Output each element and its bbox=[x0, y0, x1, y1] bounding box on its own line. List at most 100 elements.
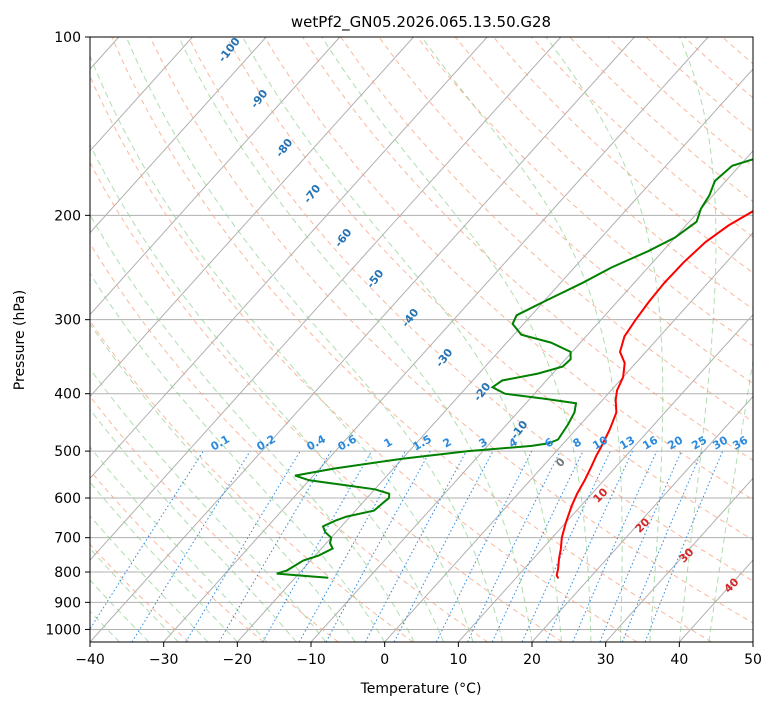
isotherm-line bbox=[605, 477, 753, 642]
isotherm-line bbox=[90, 37, 267, 234]
isotherm-label: -70 bbox=[301, 182, 324, 206]
mixing-ratio-label: 1.5 bbox=[411, 432, 434, 453]
x-tick-label: 10 bbox=[449, 652, 467, 668]
isotherm-label: -100 bbox=[216, 35, 243, 65]
mixing-ratio-label: 0.1 bbox=[209, 432, 232, 453]
dry-adiabat bbox=[378, 37, 753, 385]
x-tick-label: −10 bbox=[296, 652, 326, 668]
isotherm-line bbox=[90, 37, 414, 398]
isotherm-line bbox=[90, 37, 562, 561]
y-tick-label: 300 bbox=[54, 313, 81, 329]
y-tick-label: 500 bbox=[54, 444, 81, 460]
isotherm-line bbox=[163, 37, 709, 642]
mixing-ratio-line bbox=[467, 450, 561, 642]
lcl-label: 20 bbox=[633, 515, 653, 535]
grid-layer bbox=[90, 37, 753, 642]
mixing-ratio-label: 0.6 bbox=[336, 432, 360, 453]
dry-adiabat bbox=[90, 395, 339, 642]
moist-adiabat bbox=[90, 579, 150, 642]
plot-frame bbox=[89, 36, 754, 643]
mixing-ratio-line bbox=[90, 450, 204, 630]
moist-adiabat bbox=[125, 37, 503, 642]
dry-adiabat bbox=[111, 37, 712, 642]
mixing-ratio-label: 3 bbox=[477, 435, 490, 450]
moist-adiabat bbox=[90, 213, 415, 642]
dry-adiabat bbox=[225, 37, 753, 541]
isotherm-label: -50 bbox=[364, 267, 387, 291]
moist-adiabat bbox=[708, 358, 753, 642]
y-tick-label: 600 bbox=[54, 491, 81, 507]
mixing-ratio-line bbox=[644, 450, 724, 642]
contour-labels: -100-90-80-70-60-50-40-30-20-100.1 0.2 0.4… bbox=[209, 35, 751, 596]
moist-adiabat bbox=[90, 54, 474, 642]
dry-adiabat bbox=[683, 37, 753, 99]
mixing-ratio-label: 25 bbox=[689, 434, 709, 453]
moist-adiabat bbox=[90, 272, 386, 642]
isotherm-line bbox=[90, 37, 193, 152]
moist-adiabat bbox=[90, 481, 238, 642]
mixing-ratio-line bbox=[262, 450, 373, 642]
dry-adiabat bbox=[416, 37, 753, 347]
x-tick-label: 20 bbox=[523, 652, 541, 668]
dry-adiabat bbox=[761, 37, 775, 642]
dry-adiabat bbox=[90, 320, 414, 642]
isotherm-label: -30 bbox=[433, 346, 456, 370]
lcl-label: 0 bbox=[553, 455, 568, 470]
y-tick-label: 700 bbox=[54, 531, 81, 547]
moist-adiabat bbox=[90, 323, 356, 642]
isotherm-label: -60 bbox=[332, 226, 355, 250]
mixing-ratio-line bbox=[545, 450, 633, 642]
dry-adiabat bbox=[302, 37, 753, 461]
y-axis: 100 200 300 400 500 600 700 800 900 1000 bbox=[45, 30, 90, 638]
mixing-ratio-line bbox=[572, 450, 658, 642]
mixing-ratio-label: 13 bbox=[617, 434, 637, 453]
x-axis-label: Temperature (°C) bbox=[360, 681, 482, 697]
moist-adiabat bbox=[90, 446, 268, 642]
mixing-ratio-label: 2 bbox=[441, 435, 454, 450]
y-tick-label: 400 bbox=[54, 387, 81, 403]
isotherm-line bbox=[236, 68, 753, 642]
mixing-ratio-label: 20 bbox=[665, 433, 685, 452]
dry-adiabat bbox=[149, 37, 753, 624]
isotherm-line bbox=[90, 37, 488, 480]
mixing-ratio-label: 1 bbox=[382, 435, 395, 450]
chart-title: wetPf2_GN05.2026.065.13.50.G28 bbox=[291, 13, 551, 32]
x-axis: −40 −30 −20 −10 0 10 20 30 40 50 bbox=[75, 642, 762, 668]
dry-adiabat bbox=[90, 543, 190, 642]
isotherm-label: -40 bbox=[399, 306, 422, 330]
x-tick-label: 30 bbox=[597, 652, 615, 668]
x-tick-label: 0 bbox=[380, 652, 389, 668]
moist-adiabat bbox=[421, 37, 623, 642]
moist-adiabat bbox=[242, 37, 562, 642]
x-tick-label: 50 bbox=[744, 652, 762, 668]
isotherm-label: -20 bbox=[471, 380, 494, 404]
y-tick-label: 900 bbox=[54, 595, 81, 611]
dry-adiabat bbox=[645, 37, 753, 133]
mixing-ratio-line bbox=[364, 450, 467, 642]
x-tick-label: −30 bbox=[149, 652, 179, 668]
mixing-ratio-line bbox=[185, 450, 301, 642]
isotherm-line bbox=[90, 37, 635, 642]
dry-adiabat bbox=[90, 75, 638, 642]
dry-adiabat bbox=[454, 37, 753, 310]
mixing-ratio-line bbox=[131, 450, 251, 642]
mixing-ratio-label: 30 bbox=[710, 433, 730, 452]
mixing-ratio-label: 0.4 bbox=[305, 432, 329, 453]
mixing-ratio-line bbox=[599, 450, 682, 642]
lcl-label: 10 bbox=[591, 485, 611, 505]
moist-adiabat bbox=[90, 515, 209, 642]
dry-adiabat bbox=[90, 469, 264, 642]
isotherm-line bbox=[678, 559, 753, 642]
mixing-ratio-line bbox=[325, 450, 431, 642]
mixing-ratio-line bbox=[298, 450, 406, 642]
background-lines bbox=[90, 37, 775, 642]
isotherm-line bbox=[752, 641, 753, 642]
isotherm-line bbox=[384, 231, 753, 642]
y-tick-label: 800 bbox=[54, 565, 81, 581]
dewpoint-profile bbox=[276, 158, 753, 579]
x-tick-label: 40 bbox=[670, 652, 688, 668]
y-tick-label: 100 bbox=[54, 30, 81, 46]
x-tick-label: −40 bbox=[75, 652, 105, 668]
isotherm-line bbox=[90, 37, 341, 316]
moist-adiabat bbox=[545, 37, 664, 642]
